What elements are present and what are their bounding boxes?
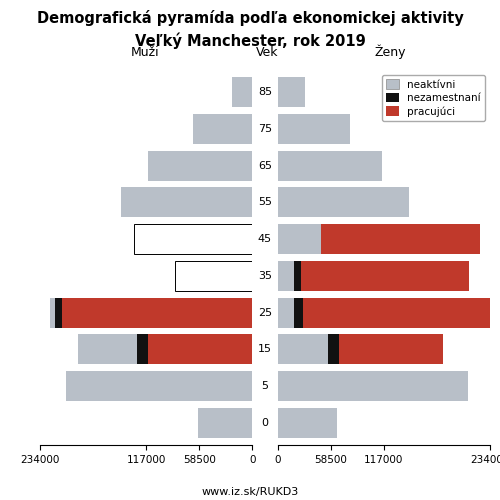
Text: Vek: Vek — [256, 46, 279, 59]
Bar — [278, 188, 409, 218]
Text: 85: 85 — [258, 87, 272, 97]
Bar — [278, 114, 350, 144]
Text: 35: 35 — [258, 271, 272, 281]
Text: 45: 45 — [258, 234, 272, 244]
Bar — [322, 224, 480, 254]
Bar — [328, 334, 338, 364]
Text: 0: 0 — [262, 418, 268, 428]
Bar — [137, 334, 148, 364]
Bar — [78, 334, 137, 364]
Bar — [278, 150, 382, 180]
Text: Muži: Muži — [130, 46, 160, 59]
Bar — [278, 261, 294, 291]
Bar — [278, 371, 468, 401]
Text: 55: 55 — [258, 198, 272, 207]
Bar — [278, 298, 294, 328]
Bar — [198, 408, 252, 438]
Bar — [278, 224, 322, 254]
Bar — [278, 408, 336, 438]
Bar — [232, 77, 252, 107]
Text: 25: 25 — [258, 308, 272, 318]
Bar — [278, 77, 305, 107]
Text: Demografická pyramída podľa ekonomickej aktivity: Demografická pyramída podľa ekonomickej … — [36, 10, 464, 26]
Text: Ženy: Ženy — [374, 44, 406, 59]
Bar — [302, 261, 469, 291]
Text: 65: 65 — [258, 160, 272, 170]
Bar — [134, 224, 252, 254]
Text: 75: 75 — [258, 124, 272, 134]
Bar — [303, 298, 494, 328]
Legend: neaktívni, nezamestnaní, pracujúci: neaktívni, nezamestnaní, pracujúci — [382, 75, 485, 120]
Bar — [120, 188, 252, 218]
Bar — [338, 334, 443, 364]
Bar — [278, 334, 328, 364]
Bar — [148, 334, 252, 364]
Text: Veľký Manchester, rok 2019: Veľký Manchester, rok 2019 — [134, 32, 366, 49]
Bar — [148, 150, 252, 180]
Bar — [194, 114, 252, 144]
Text: 5: 5 — [262, 381, 268, 391]
Bar — [54, 298, 62, 328]
Text: 15: 15 — [258, 344, 272, 354]
Bar — [50, 298, 54, 328]
Text: www.iz.sk/RUKD3: www.iz.sk/RUKD3 — [202, 487, 298, 497]
Bar — [294, 261, 302, 291]
Bar — [62, 298, 252, 328]
Bar — [175, 261, 252, 291]
Bar — [66, 371, 252, 401]
Bar — [294, 298, 303, 328]
